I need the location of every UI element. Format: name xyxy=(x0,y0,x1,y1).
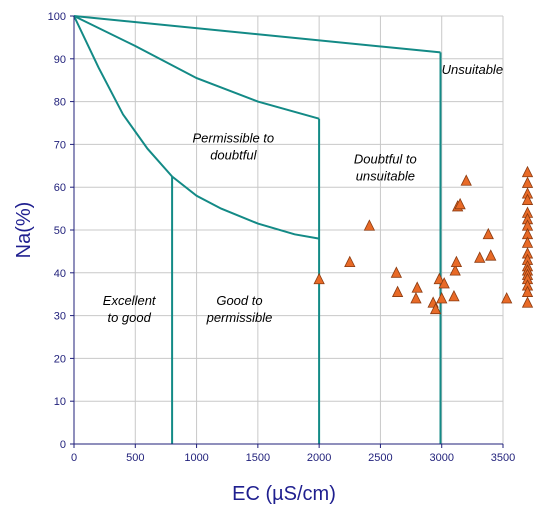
sample-point xyxy=(438,277,450,289)
x-tick-label: 3500 xyxy=(491,452,515,464)
sample-point xyxy=(390,266,403,278)
y-tick-label: 10 xyxy=(54,396,66,408)
region-label: Good to permissible xyxy=(206,293,273,325)
y-tick-label: 20 xyxy=(54,353,66,365)
sample-point xyxy=(344,255,356,268)
sample-point xyxy=(485,249,497,261)
sample-point xyxy=(521,296,534,308)
x-axis-title: EC (µS/cm) xyxy=(232,483,336,505)
y-axis-title: Na(%) xyxy=(13,202,35,259)
region-label: Excellent to good xyxy=(103,293,157,325)
x-tick-label: 1000 xyxy=(184,452,208,464)
sample-point xyxy=(521,176,534,188)
sample-point xyxy=(521,165,534,178)
x-tick-label: 1500 xyxy=(246,452,270,464)
y-tick-label: 50 xyxy=(54,225,66,237)
region-label: Permissible to doubtful xyxy=(193,130,275,162)
sample-point xyxy=(363,219,376,231)
sample-point xyxy=(436,292,448,304)
y-tick-label: 90 xyxy=(54,54,66,66)
boundary-line xyxy=(171,175,320,240)
sample-point xyxy=(501,292,513,304)
x-tick-label: 2500 xyxy=(368,452,392,464)
y-tick-label: 80 xyxy=(54,97,66,109)
sample-point xyxy=(410,292,422,304)
x-tick-label: 2000 xyxy=(307,452,331,464)
y-tick-label: 70 xyxy=(54,139,66,151)
sample-point xyxy=(448,289,460,302)
sample-point xyxy=(411,281,423,293)
x-tick-label: 500 xyxy=(126,452,144,464)
sample-point xyxy=(313,272,325,285)
sample-point xyxy=(482,227,494,240)
region-label: Doubtful to unsuitable xyxy=(354,152,417,184)
sample-point xyxy=(460,174,472,186)
y-tick-label: 60 xyxy=(54,182,66,194)
boundary-line xyxy=(73,15,173,178)
boundary-line xyxy=(73,15,441,54)
region-label: Unsuitable xyxy=(442,62,503,77)
sample-point xyxy=(521,193,534,205)
y-tick-label: 40 xyxy=(54,268,66,280)
sample-point xyxy=(454,197,466,210)
boundary-line xyxy=(73,15,320,120)
region-labels: Excellent to good Good to permissible Permis… xyxy=(103,62,503,325)
sample-points xyxy=(313,165,534,315)
sample-point xyxy=(429,302,442,315)
sample-point xyxy=(433,272,445,285)
sample-point xyxy=(474,251,486,263)
x-tick-label: 0 xyxy=(71,452,77,464)
tick-labels: 0 500 1000 1500 2000 2500 3000 3500 0 10 20 30 40 50 6… xyxy=(48,11,516,464)
y-tick-label: 30 xyxy=(54,311,66,323)
sample-point xyxy=(391,285,404,297)
gridlines xyxy=(73,15,504,445)
y-tick-label: 0 xyxy=(60,439,66,451)
sample-point xyxy=(450,255,463,268)
x-tick-label: 3000 xyxy=(429,452,453,464)
y-tick-label: 100 xyxy=(48,11,66,23)
sample-point xyxy=(449,264,461,276)
